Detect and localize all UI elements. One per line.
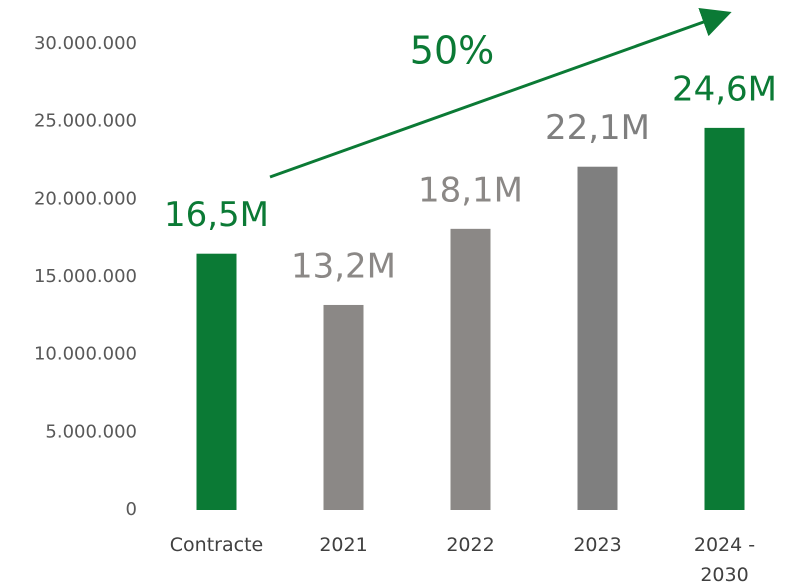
x-tick-label: 2023: [573, 534, 622, 556]
x-tick-label: 2022: [446, 534, 495, 556]
y-tick-label: 0: [126, 499, 137, 520]
x-tick-label: 2024 - 2030: [693, 534, 756, 586]
y-tick-label: 30.000.000: [34, 33, 137, 54]
bar: [704, 127, 745, 510]
value-label: 24,6M: [672, 69, 777, 109]
value-label: 22,1M: [545, 108, 650, 148]
x-tick-label: Contracte: [169, 534, 264, 556]
y-tick-label: 20.000.000: [34, 188, 137, 209]
value-label: 13,2M: [291, 246, 396, 286]
value-label: 16,5M: [164, 195, 269, 235]
bar: [196, 253, 237, 510]
y-tick-label: 15.000.000: [34, 266, 137, 287]
y-tick-label: 25.000.000: [34, 111, 137, 132]
annotation: 50%: [410, 29, 494, 73]
value-label: 18,1M: [418, 170, 523, 210]
bar: [450, 228, 491, 510]
x-tick-label: 2021: [319, 534, 368, 556]
bar: [323, 304, 364, 510]
y-tick-label: 10.000.000: [34, 344, 137, 365]
bar: [577, 166, 618, 511]
trend-arrow: [269, 7, 732, 179]
y-tick-label: 5.000.000: [45, 421, 137, 442]
